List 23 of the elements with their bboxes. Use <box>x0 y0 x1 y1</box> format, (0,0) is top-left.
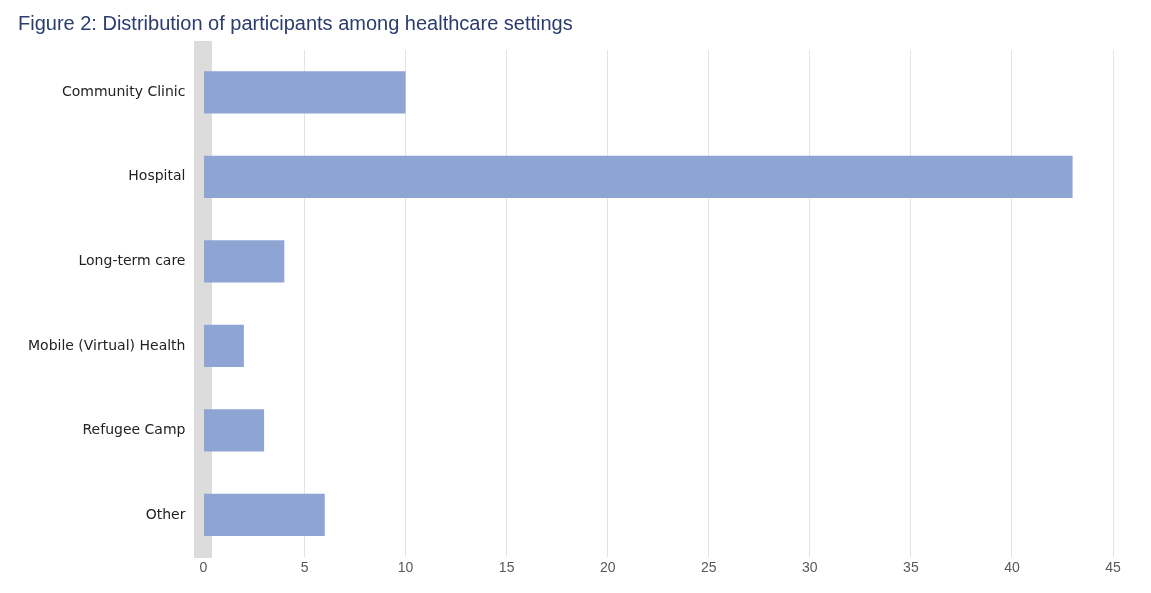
y-tick-label: Other <box>145 505 186 522</box>
x-tick-label: 0 <box>199 559 208 576</box>
y-tick-label: Long-term care <box>78 251 186 268</box>
bar <box>203 71 406 114</box>
bar <box>203 409 265 452</box>
x-tick-label: 5 <box>300 559 309 576</box>
bar <box>203 240 285 283</box>
y-tick-label: Hospital <box>128 167 186 184</box>
y-tick-label: Mobile (Virtual) Health <box>28 336 186 353</box>
x-tick-label: 45 <box>1105 559 1121 576</box>
bar <box>203 324 244 367</box>
x-tick-label: 15 <box>498 559 515 576</box>
x-tick-label: 30 <box>802 559 818 576</box>
x-tick-label: 35 <box>903 559 919 576</box>
chart-title: Figure 2: Distribution of participants among healthcare settings <box>18 11 573 34</box>
bar <box>203 155 1073 198</box>
x-tick-label: 20 <box>599 559 616 576</box>
y-tick-label: Refugee Camp <box>82 421 186 438</box>
bar <box>203 493 325 537</box>
x-tick-label: 25 <box>700 559 717 576</box>
x-tick-label: 40 <box>1004 559 1020 576</box>
y-tick-label: Community Clinic <box>61 82 186 99</box>
x-tick-label: 10 <box>397 559 414 576</box>
